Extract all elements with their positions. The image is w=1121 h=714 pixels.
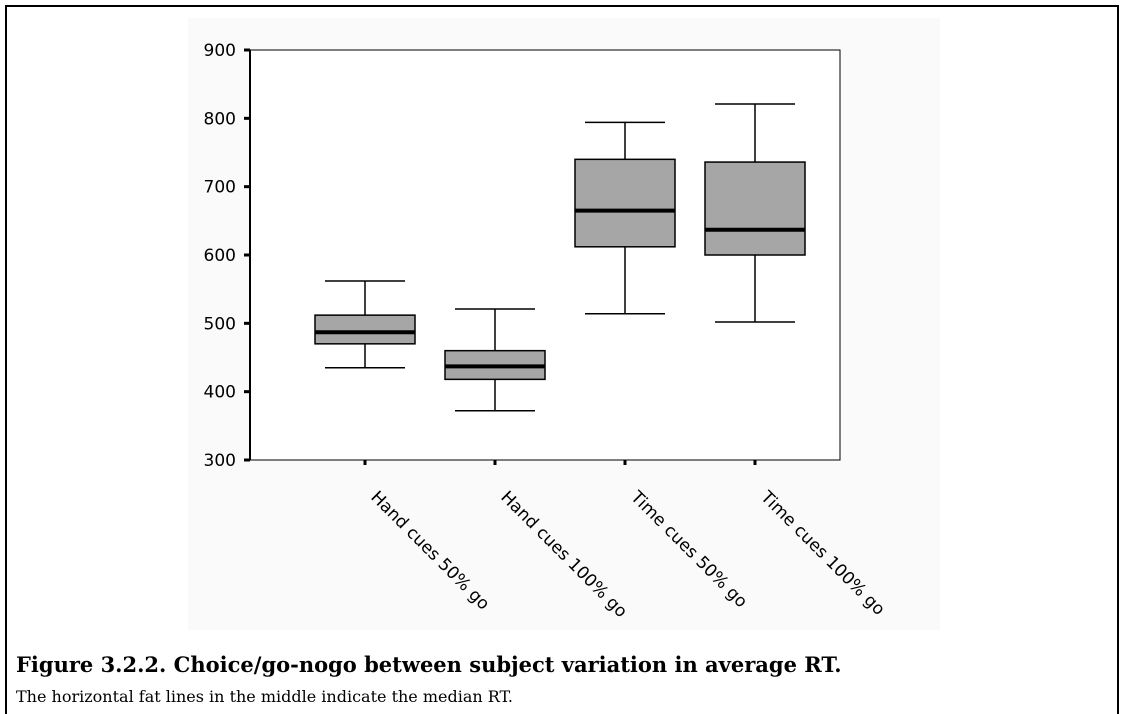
figure-caption-text: The horizontal fat lines in the middle i… bbox=[16, 687, 513, 706]
box-plot-item bbox=[704, 103, 806, 323]
y-axis: 300 400 500 600 700 800 900 bbox=[204, 41, 250, 471]
y-tick-label: 900 bbox=[204, 41, 236, 61]
y-tick-label: 300 bbox=[204, 451, 236, 471]
iqr-box bbox=[574, 158, 676, 248]
iqr-box bbox=[314, 314, 416, 345]
y-tick-label: 800 bbox=[204, 109, 236, 129]
box-series bbox=[314, 103, 806, 412]
y-tick-label: 600 bbox=[204, 246, 236, 266]
box-plot-item bbox=[314, 280, 416, 369]
box-plot-item bbox=[444, 308, 546, 412]
y-tick-label: 500 bbox=[204, 314, 236, 334]
figure-caption-title: Figure 3.2.2. Choice/go-nogo between sub… bbox=[16, 652, 842, 677]
y-tick-label: 400 bbox=[204, 383, 236, 403]
box-plot-item bbox=[574, 121, 676, 315]
y-tick-label: 700 bbox=[204, 178, 236, 198]
iqr-box bbox=[704, 161, 806, 256]
figure-frame bbox=[5, 5, 1119, 714]
